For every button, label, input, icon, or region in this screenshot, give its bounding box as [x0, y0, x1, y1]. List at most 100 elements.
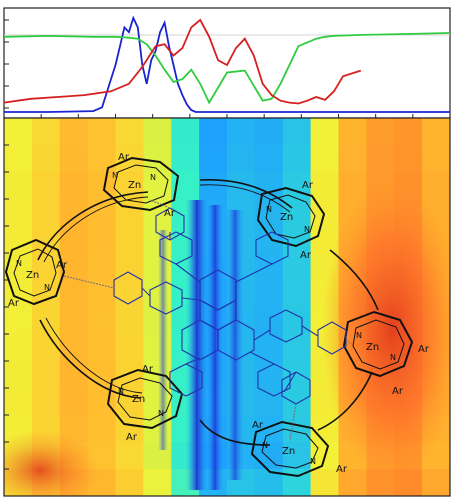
heatmap-cell: [282, 118, 312, 146]
heatmap-cell: [254, 172, 284, 200]
zn-label-top-left: Zn: [128, 180, 141, 191]
zn-label-left: Zn: [26, 270, 39, 281]
heatmap-cell: [338, 118, 367, 146]
heatmap-cell: [310, 172, 340, 200]
heatmap-cell: [394, 145, 423, 173]
heatmap-cell: [199, 118, 228, 146]
heatmap-cell: [59, 172, 89, 200]
heatmap-cell: [59, 118, 89, 146]
ar-label-top-right-2: Ar: [300, 250, 312, 261]
macrocycle-upper: [199, 178, 293, 209]
blue-band-4: [158, 230, 168, 450]
spectrum-line-blue: [4, 15, 450, 113]
heatmap-cell: [87, 226, 117, 254]
heatmap-cell: [254, 388, 284, 416]
macrocycle-right-upper: [329, 249, 379, 311]
macrocycle-upper-2: [199, 184, 291, 213]
heatmap-cell: [143, 172, 172, 200]
heatmap-cell: [227, 118, 256, 146]
zn-label-bottom-right: Zn: [282, 446, 295, 457]
heatmap-cell: [254, 415, 284, 443]
porphyrin-top-right: [256, 186, 326, 248]
heatmap-cell: [115, 118, 144, 146]
heatmap-cell: [310, 118, 340, 146]
heatmap-cell: [115, 307, 144, 335]
molecule-overlay: [4, 156, 414, 478]
ar-label-bottom-left-1: Ar: [142, 364, 154, 375]
heatmap-cell: [394, 118, 423, 146]
heatmap-cell: [366, 145, 395, 173]
heatmap-cell: [4, 361, 33, 389]
heatmap-cell: [87, 118, 117, 146]
zn-label-right: Zn: [366, 342, 379, 353]
spectrum-series: [3, 15, 451, 113]
ar-label-left-1: Ar: [8, 298, 20, 309]
heatmap-cell: [227, 145, 256, 173]
macrocycle-lower-left-2: [45, 317, 143, 394]
heatmap-cell: [87, 388, 117, 416]
heatmap-cell: [282, 334, 312, 362]
ar-label-top-left-1: Ar: [118, 152, 130, 163]
heatmap-cell: [338, 469, 367, 496]
heatmap-cell: [171, 145, 200, 173]
heatmap-cell: [59, 334, 89, 362]
heatmap-cell: [115, 172, 144, 200]
heatmap-cell: [87, 334, 117, 362]
heatmap-cell: [282, 361, 312, 389]
heatmap-cell: [87, 253, 117, 281]
hot-zone-right: [322, 180, 450, 480]
heatmap-cell: [87, 145, 117, 173]
heatmap-cell: [171, 118, 200, 146]
heatmap-cell: [282, 280, 312, 308]
heatmap-cell: [282, 388, 312, 416]
heatmap-cell: [254, 118, 284, 146]
heatmap-cell: [4, 334, 33, 362]
heatmap-cell: [422, 172, 450, 200]
heatmap-cell: [59, 199, 89, 227]
heatmap-cell: [4, 307, 33, 335]
molecule-labels: Zn Zn Zn Zn Zn Zn Ar Ar Ar Ar Ar Ar Ar A…: [8, 152, 430, 475]
spectrum-line-green: [3, 32, 451, 105]
ar-label-left-2: Ar: [56, 260, 68, 271]
porphyrin-left: [4, 238, 66, 306]
heatmap-cell: [4, 145, 33, 173]
heatmap-cell: [282, 415, 312, 443]
heatmap-cell: [254, 226, 284, 254]
n-label-11: N: [262, 441, 268, 450]
template-core: [63, 199, 353, 441]
heatmap-cell: [254, 145, 284, 173]
heatmap-cell: [59, 280, 89, 308]
macrocycle-upper-left-2: [43, 196, 149, 263]
heatmap-cell: [59, 307, 89, 335]
n-label-4: N: [304, 225, 310, 234]
heatmap-cell: [59, 145, 89, 173]
heatmap-cell: [31, 145, 61, 173]
heatmap-cell: [59, 226, 89, 254]
heatmap-cell: [143, 469, 172, 496]
heatmap-cell: [254, 361, 284, 389]
heatmap-cell: [31, 118, 61, 146]
porphyrin-top-left: [102, 156, 180, 212]
heatmap-cell: [338, 145, 367, 173]
heatmap-cell: [422, 469, 450, 496]
heatmap-cell: [87, 172, 117, 200]
heatmap-cell: [87, 280, 117, 308]
ar-label-bottom-right-1: Ar: [252, 420, 264, 431]
spectrum-ticks: [4, 19, 414, 118]
heatmap-cell: [31, 199, 61, 227]
ar-label-right-2: Ar: [392, 386, 404, 397]
spectrum-panel: [3, 7, 451, 119]
heatmap-ticks: [4, 144, 9, 470]
heatmap-cell: [115, 442, 144, 470]
heatmap-panel: Zn Zn Zn Zn Zn Zn Ar Ar Ar Ar Ar Ar Ar A…: [3, 117, 451, 497]
heatmap-cell: [143, 118, 172, 146]
zn-label-bottom-left: Zn: [132, 394, 145, 405]
porphyrin-right: [342, 310, 414, 378]
porphyrin-bottom-left: [106, 368, 184, 430]
heatmap-cell: [4, 199, 33, 227]
n-label-8: N: [390, 353, 396, 362]
spectrum-frame: [3, 7, 451, 119]
ar-label-top-left-2: Ar: [164, 208, 176, 219]
hot-zone-bottom-left: [4, 430, 100, 496]
macrocycle-right-lower: [317, 371, 373, 431]
